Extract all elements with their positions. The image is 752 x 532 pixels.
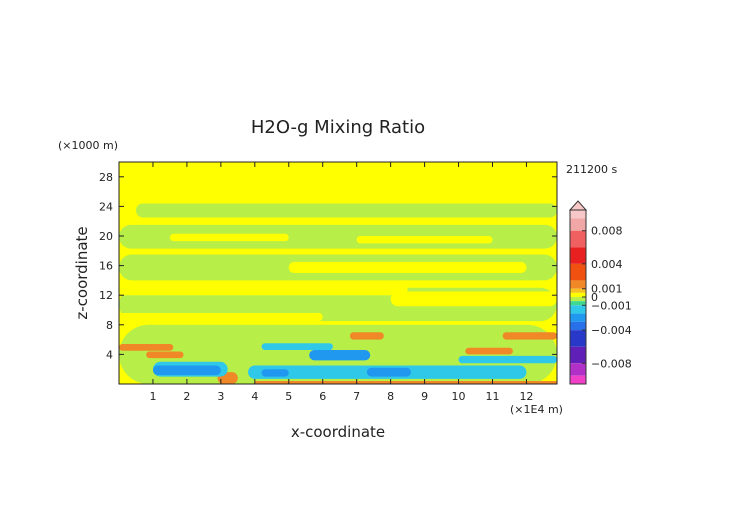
contour-region-yellow [119, 312, 323, 322]
contour-region-yellow [356, 236, 493, 244]
contour-region-yellow [119, 284, 408, 296]
y-axis-label: z-coordinate [73, 226, 91, 319]
colorbar-band [570, 230, 586, 248]
contour-region-yellow [288, 261, 527, 273]
x-tick-label: 7 [353, 390, 360, 403]
colorbar-band [570, 363, 586, 376]
y-unit-label: (×1000 m) [58, 139, 118, 152]
colorbar-tick-label: −0.008 [591, 357, 632, 370]
colorbar-band [570, 375, 586, 384]
plot-frame [118, 161, 558, 385]
contour-region-blue [261, 369, 289, 377]
colorbar-band [570, 305, 586, 314]
colorbar-band [570, 218, 586, 231]
contour-region-blue [309, 349, 371, 361]
colorbar-tick-label: 0 [591, 291, 598, 304]
y-axis: 4 8 12 16 20 24 28 [99, 171, 557, 361]
colorbar-band [570, 321, 586, 331]
time-label: 211200 s [566, 163, 617, 176]
colorbar-tick-label: −0.001 [591, 299, 632, 312]
x-axis-label: x-coordinate [291, 423, 385, 441]
contour-region-orange [254, 381, 557, 384]
contour-region-yellow [169, 233, 289, 242]
x-tick-label: 12 [519, 390, 533, 403]
contour-region-orange [465, 347, 513, 355]
colorbar-tick-label: −0.004 [591, 324, 632, 337]
y-tick-label: 4 [106, 348, 113, 361]
x-tick-label: 5 [285, 390, 292, 403]
x-tick-label: 4 [251, 390, 258, 403]
colorbar-band [570, 301, 586, 306]
y-tick-label: 20 [99, 230, 113, 243]
contour-region-orange [349, 332, 384, 340]
y-tick-label: 16 [99, 260, 113, 273]
colorbar-band [570, 280, 586, 289]
colorbar-band [570, 247, 586, 264]
y-tick-label: 24 [99, 200, 113, 213]
y-tick-label: 8 [106, 319, 113, 332]
colorbar-band [570, 292, 586, 297]
chart-title: H2O-g Mixing Ratio [251, 117, 425, 138]
contour-region-cyan [458, 355, 557, 364]
x-tick-label: 9 [421, 390, 428, 403]
contour-region-yellow [390, 291, 557, 307]
colorbar-tick-label: 0.001 [591, 283, 623, 296]
y-tick-label: 28 [99, 171, 113, 184]
colorbar-band [570, 210, 586, 219]
contour-region-cyan [261, 343, 333, 350]
colorbar-band [570, 297, 586, 302]
heatmap-field [119, 162, 557, 384]
colorbar-top-triangle [568, 200, 588, 211]
x-axis: 1 2 3 4 5 6 7 8 9 10 11 12 [149, 162, 533, 403]
contour-region-orange [502, 332, 557, 340]
x-tick-label: 10 [452, 390, 466, 403]
x-tick-label: 8 [387, 390, 394, 403]
x-tick-label: 6 [319, 390, 326, 403]
x-tick-label: 2 [183, 390, 190, 403]
colorbar-tick-label: 0.008 [591, 225, 623, 238]
y-tick-label: 12 [99, 289, 113, 302]
contour-region-orange [119, 344, 174, 351]
contour-region-blue [366, 367, 411, 377]
x-tick-label: 11 [485, 390, 499, 403]
contour-region-orange [146, 351, 184, 359]
colorbar-band [570, 330, 586, 347]
x-tick-label: 1 [149, 390, 156, 403]
colorbar-band [570, 313, 586, 322]
colorbar-band [570, 263, 586, 281]
colorbar-band [570, 346, 586, 364]
colorbar-band [570, 288, 586, 293]
x-tick-label: 3 [217, 390, 224, 403]
x-unit-label: (×1E4 m) [510, 403, 563, 416]
contour-region-light-green [135, 203, 557, 218]
contour-region-blue [152, 365, 221, 376]
colorbar-tick-label: 0.004 [591, 258, 623, 271]
